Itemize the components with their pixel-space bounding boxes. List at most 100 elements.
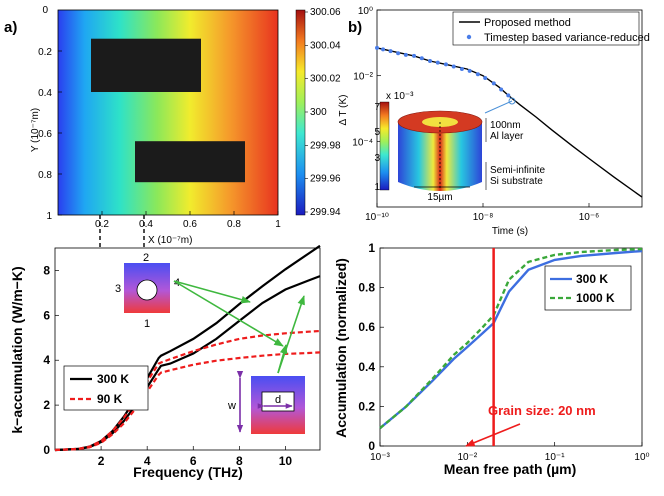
inset-target-marker — [508, 97, 516, 105]
b-point-variance-reduced — [475, 72, 480, 77]
colorbar — [295, 9, 306, 216]
y-tick-label: 0.4 — [38, 88, 52, 99]
b-point-variance-reduced — [491, 81, 496, 86]
b-point-variance-reduced — [396, 51, 401, 56]
obstacle-2 — [135, 141, 245, 183]
panel-b-label: b) — [348, 19, 362, 36]
c-x-tick-label: 2 — [98, 454, 105, 468]
heatmap-ticks: 0.2 0.4 0.6 0.8 1 0.2 0.4 0.6 0.8 1 — [38, 47, 281, 230]
green-arrow-1 — [173, 280, 251, 304]
y-axis-label: Y (10⁻⁷m) — [30, 108, 41, 152]
b-x-tick-label: 10⁻¹⁰ — [365, 212, 389, 223]
d-y-tick-label: 0.4 — [358, 360, 375, 374]
b-y-label: Δ T (K) — [338, 95, 349, 126]
c-legend-label-90k: 90 K — [97, 392, 123, 406]
panel-a-label: a) — [4, 19, 17, 36]
green-arrow-2 — [173, 280, 284, 347]
inset-side-1: 1 — [144, 318, 150, 330]
inset-label-al-layer: Al layer — [490, 131, 524, 142]
b-point-variance-reduced — [506, 93, 511, 98]
inset-cbar-tick-3: 3 — [374, 153, 380, 164]
y-tick-label: 0.8 — [38, 170, 52, 181]
b-point-variance-reduced — [388, 49, 393, 54]
d-y-tick-label: 0 — [368, 439, 375, 453]
c-axis-ticks: 2 4 6 8 10 0 2 4 6 8 — [43, 263, 292, 468]
d-x-tick-label: 10⁻¹ — [545, 452, 565, 463]
colorbar-tick-label: 300 — [310, 107, 327, 118]
b-point-variance-reduced — [375, 45, 379, 50]
inset-cbar-tick-1: 1 — [374, 182, 380, 193]
inset-side-3: 3 — [115, 283, 121, 295]
inset-label-15um: 15µm — [427, 192, 452, 203]
inset-colorbar-exponent: x 10⁻³ — [386, 91, 414, 102]
b-x-label: Time (s) — [492, 226, 528, 237]
inset-label-d: d — [275, 394, 281, 406]
b-x-tick-label: 10⁻⁶ — [579, 212, 600, 223]
inset-label-semi-infinite: Semi-infinite — [490, 165, 545, 176]
b-y-tick-label: 10⁻² — [353, 72, 373, 83]
panel-b: b) 10⁻¹⁰ 10⁻⁸ 10⁻⁶ 10⁰ 10⁻² 10⁻⁴ Time (s) Δ T… — [338, 6, 650, 237]
c-green-arrows — [173, 280, 305, 374]
b-point-variance-reduced — [459, 66, 464, 71]
b-axis-ticks: 10⁻¹⁰ 10⁻⁸ 10⁻⁶ 10⁰ 10⁻² 10⁻⁴ — [352, 6, 599, 223]
d-x-tick-label: 10⁻³ — [370, 452, 390, 463]
origin-label: 0 — [42, 5, 48, 16]
d-legend-label-1000k: 1000 K — [576, 291, 615, 305]
b-point-variance-reduced — [381, 47, 386, 52]
c-inset-bottom: w d — [227, 370, 305, 434]
c-y-tick-label: 6 — [43, 308, 50, 322]
b-x-tick-label: 10⁻⁸ — [473, 212, 494, 223]
y-tick-label: 0.6 — [38, 129, 52, 140]
d-legend-label-300k: 300 K — [576, 272, 608, 286]
d-y-tick-label: 0.6 — [358, 320, 375, 334]
b-y-tick-label: 10⁰ — [358, 6, 373, 17]
obstacle-1 — [91, 38, 201, 92]
b-point-variance-reduced — [467, 68, 472, 73]
inset-hole — [136, 279, 158, 301]
x-axis-label: X (10⁻⁷m) — [148, 235, 192, 246]
c-y-tick-label: 8 — [43, 263, 50, 277]
b-legend-label-1: Proposed method — [484, 17, 571, 29]
inset-label-si-substrate: Si substrate — [490, 176, 543, 187]
panel-a: a) 0.2 0.4 0.6 0.8 1 0.2 0.4 0.6 0.8 1 0 X (10⁻⁷m… — [4, 5, 341, 255]
b-legend-label-2: Timestep based variance-reduced — [484, 32, 650, 44]
colorbar-tick-label: 299.98 — [310, 140, 341, 151]
colorbar-tick-label: 300.02 — [310, 74, 341, 85]
d-y-tick-label: 1 — [368, 241, 375, 255]
c-line-90K-lower — [54, 351, 321, 452]
d-x-tick-label: 10⁰ — [634, 452, 649, 463]
heatmap-frame — [57, 9, 279, 216]
b-legend — [452, 11, 640, 46]
d-y-tick-label: 0.8 — [358, 281, 375, 295]
inset-pointer — [484, 100, 513, 114]
c-x-label: Frequency (THz) — [133, 464, 243, 480]
colorbar-tick-label: 300.04 — [310, 40, 341, 51]
c-inset-top: 2 3 4 1 — [115, 252, 180, 330]
inset-cbar-tick-7: 7 — [374, 102, 380, 113]
x-tick-label: 0.4 — [139, 219, 153, 230]
c-y-tick-label: 4 — [43, 353, 50, 367]
inset-side-2: 2 — [143, 252, 149, 264]
c-x-tick-label: 4 — [144, 454, 151, 468]
b-series — [375, 45, 643, 198]
colorbar-tick-label: 299.96 — [310, 174, 341, 185]
c-line-300K-lower — [54, 275, 321, 452]
b-point-variance-reduced — [483, 75, 488, 80]
colorbar-tick-label: 299.94 — [310, 207, 341, 218]
b-point-variance-reduced — [419, 56, 424, 61]
c-x-tick-label: 10 — [279, 454, 293, 468]
b-point-variance-reduced — [412, 53, 417, 58]
colorbar-ticks: 300.06 300.04 300.02 300 299.98 299.96 299.94 — [305, 7, 341, 218]
d-y-tick-label: 0.2 — [358, 399, 375, 413]
b-point-variance-reduced — [435, 60, 440, 65]
c-legend-label-300k: 300 K — [97, 372, 129, 386]
c-x-tick-label: 6 — [190, 454, 197, 468]
b-point-variance-reduced — [443, 62, 448, 67]
d-legend — [544, 265, 632, 311]
inset-label-100nm: 100nm — [490, 120, 521, 131]
b-inset: x 10⁻³ 7 5 3 1 100nm Al layer Semi-infin… — [374, 91, 545, 203]
c-y-tick-label: 2 — [43, 398, 50, 412]
x-tick-label: 0.8 — [227, 219, 241, 230]
